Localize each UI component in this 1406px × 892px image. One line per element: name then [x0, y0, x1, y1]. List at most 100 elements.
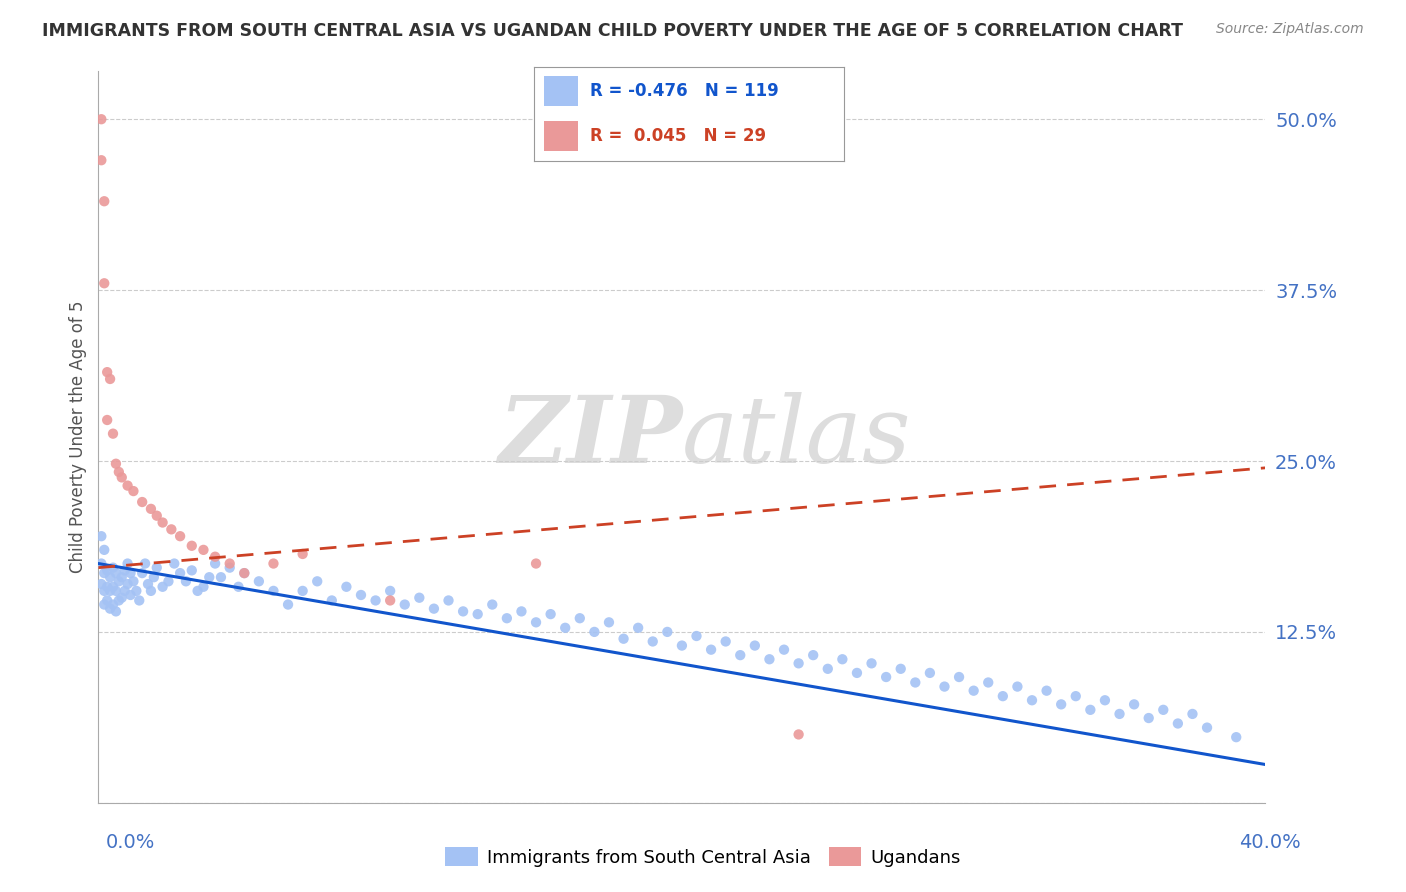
Point: [291, 547, 314, 561]
Point: [104, 566, 127, 581]
Point: [860, 657, 883, 671]
Point: [437, 593, 460, 607]
Point: [540, 607, 562, 621]
Point: [394, 598, 416, 612]
Point: [934, 680, 956, 694]
Point: [1152, 703, 1174, 717]
Point: [139, 583, 162, 598]
Point: [180, 539, 202, 553]
Point: [598, 615, 620, 630]
Point: [90, 153, 112, 168]
Point: [554, 621, 576, 635]
Point: [104, 604, 127, 618]
Point: [90, 529, 112, 543]
Text: R = -0.476   N = 119: R = -0.476 N = 119: [591, 82, 779, 100]
Point: [627, 621, 650, 635]
Point: [101, 560, 124, 574]
Point: [380, 593, 402, 607]
Point: [364, 593, 387, 607]
Text: 0.0%: 0.0%: [105, 833, 155, 853]
Bar: [544, 77, 578, 106]
Point: [510, 604, 533, 618]
Point: [262, 583, 284, 598]
Point: [948, 670, 970, 684]
Point: [1195, 721, 1218, 735]
Point: [1167, 716, 1189, 731]
Point: [408, 591, 430, 605]
Point: [524, 557, 547, 571]
Point: [146, 508, 169, 523]
Point: [98, 583, 121, 598]
Point: [831, 652, 853, 666]
Y-axis label: Child Poverty Under the Age of 5: Child Poverty Under the Age of 5: [69, 301, 87, 574]
Point: [98, 372, 121, 386]
Point: [174, 574, 197, 589]
Point: [93, 583, 115, 598]
Point: [209, 570, 232, 584]
Point: [193, 542, 215, 557]
Point: [117, 557, 139, 571]
Point: [1225, 730, 1247, 744]
Point: [122, 574, 145, 589]
Point: [101, 426, 124, 441]
Point: [117, 478, 139, 492]
Legend: Immigrants from South Central Asia, Ugandans: Immigrants from South Central Asia, Ugan…: [439, 840, 967, 874]
Point: [111, 591, 134, 605]
Point: [335, 580, 357, 594]
Point: [773, 642, 796, 657]
Point: [801, 648, 824, 662]
Point: [1021, 693, 1043, 707]
Point: [524, 615, 547, 630]
Point: [875, 670, 897, 684]
Point: [104, 583, 127, 598]
Text: atlas: atlas: [682, 392, 911, 482]
Point: [157, 574, 180, 589]
Point: [787, 657, 810, 671]
Point: [918, 665, 941, 680]
Point: [228, 580, 250, 594]
Point: [90, 557, 112, 571]
Point: [204, 549, 226, 564]
Point: [977, 675, 1000, 690]
Bar: [544, 121, 578, 152]
Point: [291, 583, 314, 598]
Point: [1050, 698, 1073, 712]
Point: [247, 574, 270, 589]
Text: Source: ZipAtlas.com: Source: ZipAtlas.com: [1216, 22, 1364, 37]
Point: [131, 566, 153, 581]
Point: [262, 557, 284, 571]
Point: [111, 570, 134, 584]
Point: [108, 574, 131, 589]
Point: [90, 577, 112, 591]
Point: [96, 365, 118, 379]
Point: [93, 566, 115, 581]
Point: [1080, 703, 1102, 717]
Point: [114, 583, 136, 598]
Point: [142, 570, 165, 584]
Point: [114, 563, 136, 577]
Point: [160, 522, 183, 536]
Point: [96, 593, 118, 607]
Point: [1181, 706, 1204, 721]
Point: [307, 574, 329, 589]
Point: [104, 457, 127, 471]
Point: [93, 598, 115, 612]
Text: 40.0%: 40.0%: [1239, 833, 1301, 853]
Point: [671, 639, 693, 653]
Point: [136, 577, 159, 591]
Point: [962, 683, 984, 698]
Point: [193, 580, 215, 594]
Point: [120, 566, 142, 581]
Point: [101, 598, 124, 612]
Point: [568, 611, 591, 625]
Point: [657, 624, 679, 639]
Point: [277, 598, 299, 612]
Point: [1123, 698, 1146, 712]
Point: [139, 501, 162, 516]
Point: [612, 632, 634, 646]
Point: [96, 580, 118, 594]
Point: [96, 563, 118, 577]
Point: [146, 560, 169, 574]
Point: [714, 634, 737, 648]
Point: [120, 588, 142, 602]
